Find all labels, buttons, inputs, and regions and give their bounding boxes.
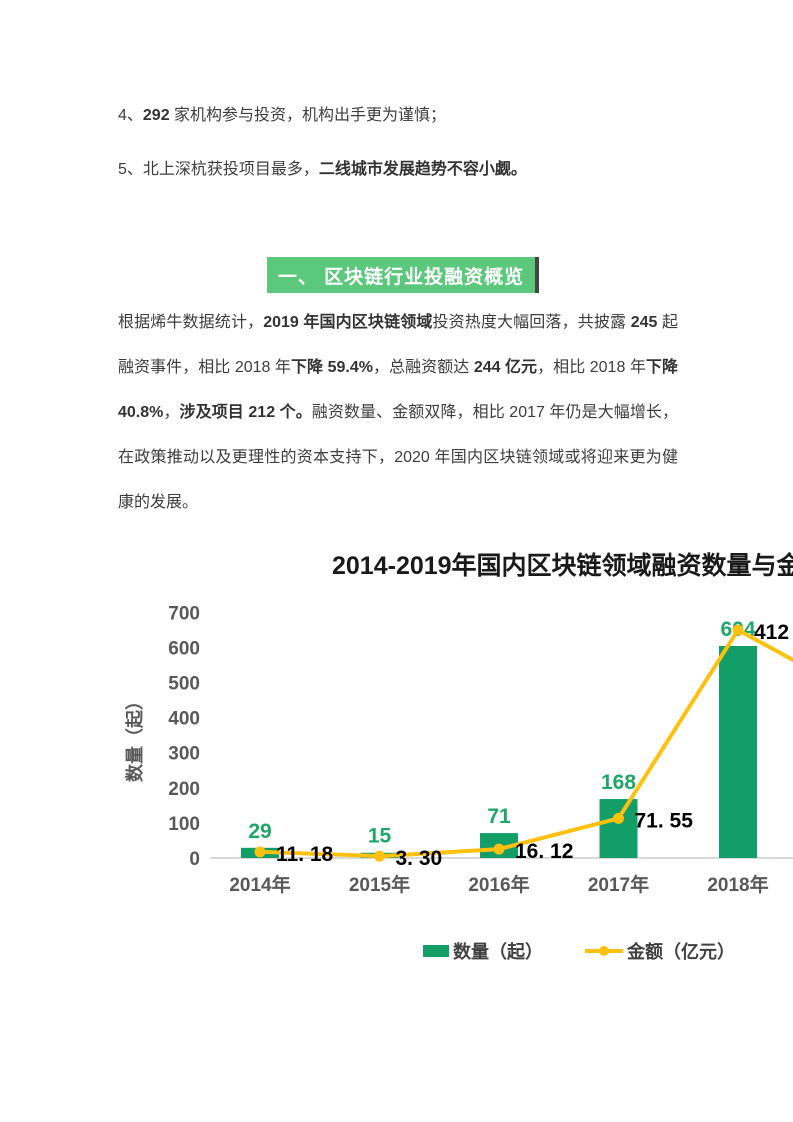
paragraph-text: 融资数量、金额双降，相比 2017 年仍是大幅增长，在政策推动以及更理性的资本支… xyxy=(118,404,678,511)
bar-label-2014年: 29 xyxy=(248,820,271,843)
y-tick-100: 100 xyxy=(168,814,200,835)
line-point-2016年 xyxy=(493,843,505,855)
list-item-4-num: 4、 xyxy=(118,107,143,124)
list-item-4-text: 家机构参与投资，机构出手更为谨慎； xyxy=(169,107,447,124)
list-item-5-bold: 二线城市发展趋势不容小觑。 xyxy=(318,161,527,178)
line-point-2018年 xyxy=(732,624,744,636)
line-label-2017年: 71. 55 xyxy=(635,809,694,832)
line-label-2014年: 11. 18 xyxy=(276,843,334,866)
line-label-2016年: 16. 12 xyxy=(515,840,573,863)
line-point-2014年 xyxy=(254,846,266,858)
paragraph-text: 投资热度大幅回落，共披露 xyxy=(432,314,631,331)
paragraph-text: ， xyxy=(163,404,180,421)
list-item-4-bold: 292 xyxy=(142,107,170,124)
y-tick-0: 0 xyxy=(189,849,200,870)
paragraph-bold: 下降 59.4% xyxy=(290,359,373,376)
x-tick-2018年: 2018年 xyxy=(707,873,768,896)
y-tick-300: 300 xyxy=(168,744,200,765)
section-heading-label: 一、 区块链行业投融资概览 xyxy=(277,266,525,288)
paragraph-bold: 244 亿元 xyxy=(473,359,538,376)
x-tick-2014年: 2014年 xyxy=(229,873,290,896)
legend-item-line: 金额（亿元） xyxy=(585,938,735,964)
line-swatch-dot xyxy=(599,946,609,956)
paragraph-text: 根据烯牛数据统计， xyxy=(118,314,264,331)
chart-title: 2014-2019年国内区块链领域融资数量与金 xyxy=(332,552,793,580)
y-tick-200: 200 xyxy=(168,779,200,800)
paragraph-text: ，相比 2018 年 xyxy=(537,359,646,376)
paragraph-bold: 245 xyxy=(630,314,658,331)
bar-2017年 xyxy=(599,799,638,858)
list-item-4: 4、292 家机构参与投资，机构出手更为谨慎； xyxy=(118,104,678,128)
y-tick-700: 700 xyxy=(168,603,200,624)
paragraph-bold: 涉及项目 212 个。 xyxy=(179,404,312,421)
legend-item-bars: 数量（起） xyxy=(423,938,543,964)
x-tick-2017年: 2017年 xyxy=(588,873,649,896)
list-item-5: 5、北上深杭获投项目最多，二线城市发展趋势不容小觑。 xyxy=(118,158,678,182)
line-point-2015年 xyxy=(374,850,385,862)
line-point-2017年 xyxy=(613,812,624,824)
chart-legend: 数量（起） 金额（亿元） xyxy=(423,938,735,964)
y-tick-400: 400 xyxy=(168,709,200,730)
x-tick-2016年: 2016年 xyxy=(468,873,529,896)
line-label-2015年: 3. 30 xyxy=(396,847,443,870)
line-series-swatch xyxy=(585,945,623,957)
bar-series-swatch xyxy=(423,945,449,957)
paragraph-text: ，总融资额达 xyxy=(372,359,474,376)
funding-chart: 0100200300400500600700数量（起）2915711686041… xyxy=(124,603,793,896)
line-label-2018年: 412 xyxy=(754,621,789,644)
y-tick-500: 500 xyxy=(168,674,200,695)
paragraph-text: 起融资事件，相比 2018 年 xyxy=(118,314,678,376)
bar-label-2017年: 168 xyxy=(601,771,636,794)
summary-paragraph: 根据烯牛数据统计，2019 年国内区块链领域投资热度大幅回落，共披露 245 起… xyxy=(118,300,678,525)
x-tick-2015年: 2015年 xyxy=(349,873,410,896)
bar-label-2015年: 15 xyxy=(368,825,392,848)
list-item-5-text: 5、北上深杭获投项目最多， xyxy=(118,161,319,178)
legend-label-line: 金额（亿元） xyxy=(627,942,735,962)
y-tick-600: 600 xyxy=(168,638,200,659)
legend-label-bars: 数量（起） xyxy=(453,942,543,962)
bar-2018年 xyxy=(719,645,757,858)
amount-line xyxy=(259,627,793,859)
paragraph-bold: 下降 40.8% xyxy=(118,359,678,421)
y-axis-title: 数量（起） xyxy=(124,692,145,782)
bar-label-2016年: 71 xyxy=(487,805,511,828)
paragraph-bold: 2019 年国内区块链领域 xyxy=(263,314,433,331)
section-heading: 一、 区块链行业投融资概览 xyxy=(267,257,539,293)
